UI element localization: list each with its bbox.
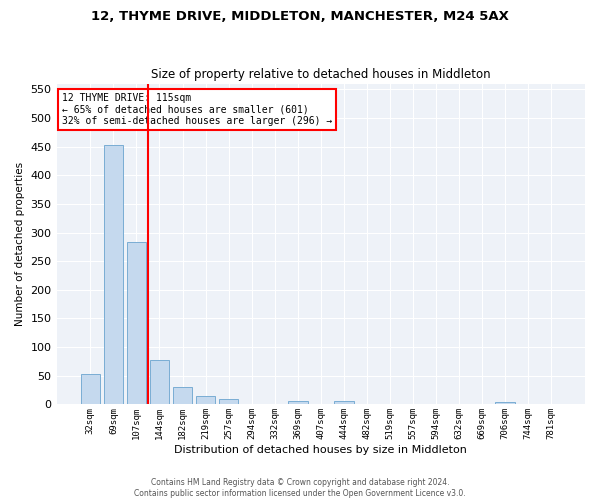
Bar	[288, 401, 308, 404]
Bar	[104, 146, 123, 404]
Text: 12, THYME DRIVE, MIDDLETON, MANCHESTER, M24 5AX: 12, THYME DRIVE, MIDDLETON, MANCHESTER, …	[91, 10, 509, 23]
Bar	[149, 360, 169, 405]
Y-axis label: Number of detached properties: Number of detached properties	[15, 162, 25, 326]
Text: 12 THYME DRIVE: 115sqm
← 65% of detached houses are smaller (601)
32% of semi-de: 12 THYME DRIVE: 115sqm ← 65% of detached…	[62, 93, 332, 126]
Bar	[127, 242, 146, 404]
Bar	[173, 386, 193, 404]
Bar	[334, 401, 353, 404]
X-axis label: Distribution of detached houses by size in Middleton: Distribution of detached houses by size …	[175, 445, 467, 455]
Bar	[496, 402, 515, 404]
Bar	[80, 374, 100, 404]
Bar	[219, 398, 238, 404]
Title: Size of property relative to detached houses in Middleton: Size of property relative to detached ho…	[151, 68, 491, 81]
Text: Contains HM Land Registry data © Crown copyright and database right 2024.
Contai: Contains HM Land Registry data © Crown c…	[134, 478, 466, 498]
Bar	[196, 396, 215, 404]
